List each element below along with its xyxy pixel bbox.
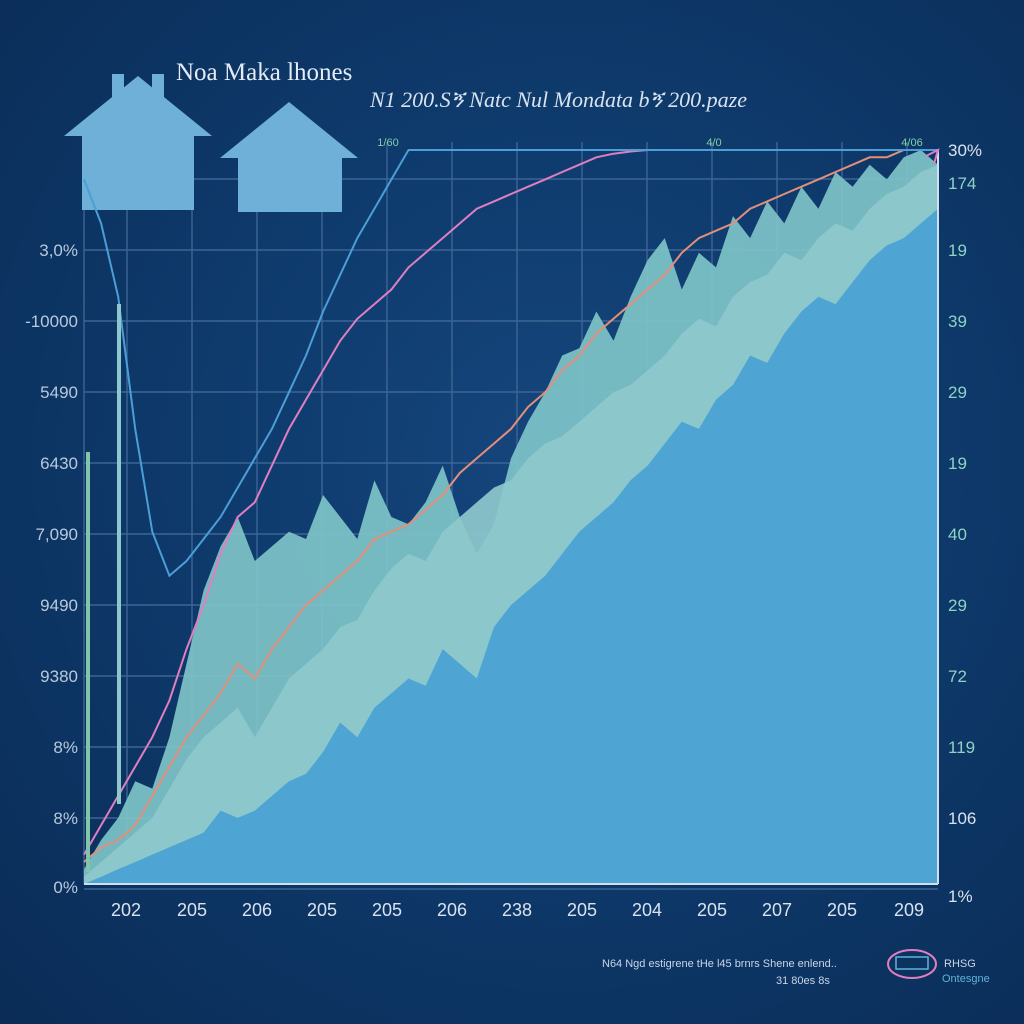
- y-left-tick-label: 7,090: [35, 525, 78, 544]
- line-series-0: [83, 149, 938, 863]
- y-right-tick-label: 40: [948, 525, 967, 544]
- y-left-tick-label: 3,0%: [39, 241, 78, 260]
- x-tick-label: 207: [762, 900, 792, 920]
- y-right-tick-label: 106: [948, 809, 976, 828]
- footnote-line-2: 31 80es 8s: [776, 975, 830, 987]
- top-tick-label: 4/06: [901, 137, 922, 149]
- x-tick-label: 202: [111, 900, 141, 920]
- chart-subtitle: N1 200.Sኝ Natc Nul Mondata bኝ 200.paze: [369, 87, 747, 112]
- x-tick-label: 206: [242, 900, 272, 920]
- line-series: [83, 149, 938, 863]
- x-tick-label: 205: [697, 900, 727, 920]
- area-series: [84, 150, 938, 884]
- x-tick-label: 205: [372, 900, 402, 920]
- x-tick-label: 206: [437, 900, 467, 920]
- x-axis-ticks: 202 205 206 205 205 206 238 205 204 205 207 205 209: [111, 900, 924, 920]
- top-tick-label: 1/60: [377, 137, 398, 149]
- y-right-tick-label: 19: [948, 454, 967, 473]
- area-series-2: [84, 208, 938, 884]
- chart-title: Noa Maka lhones: [176, 59, 352, 86]
- logo-text: RHSG: [944, 958, 976, 970]
- top-axis-ticks: 1/60 4/0 4/06: [377, 137, 922, 149]
- right-axis-arrow: [925, 148, 940, 165]
- x-tick-label: 205: [177, 900, 207, 920]
- y-right-tick-label: 1%: [948, 887, 973, 906]
- x-tick-label: 209: [894, 900, 924, 920]
- y-left-tick-label: 9490: [40, 596, 78, 615]
- y-left-tick-label: 6430: [40, 454, 78, 473]
- y-left-tick-label: 9380: [40, 667, 78, 686]
- top-tick-label: 4/0: [706, 137, 721, 149]
- y-right-tick-label: 174: [948, 174, 976, 193]
- y-right-tick-label: 119: [948, 738, 975, 757]
- y-right-tick-label: 30%: [948, 141, 982, 160]
- x-tick-label: 205: [567, 900, 597, 920]
- house-icon: [220, 102, 358, 212]
- y-right-tick-label: 29: [948, 596, 967, 615]
- x-tick-label: 238: [502, 900, 532, 920]
- logo-subtext: Ontesgne: [942, 973, 990, 985]
- y-left-tick-label: -10000: [25, 312, 78, 331]
- footnote-line-1: N64 Ngd estigrene tHe l45 brnrs Shene en…: [602, 958, 837, 970]
- y-left-tick-label: 0%: [53, 878, 78, 897]
- house-icon: [64, 74, 212, 210]
- logo-icon: [887, 949, 937, 979]
- spike-bar-left: [86, 452, 90, 872]
- x-tick-label: 205: [827, 900, 857, 920]
- y-left-tick-label: 8%: [53, 809, 78, 828]
- y-left-tick-label: 5490: [40, 383, 78, 402]
- x-tick-label: 205: [307, 900, 337, 920]
- y-right-tick-label: 39: [948, 312, 967, 331]
- y-right-tick-label: 29: [948, 383, 967, 402]
- y-right-tick-label: 72: [948, 667, 967, 686]
- y-right-tick-label: 19: [948, 241, 967, 260]
- y-axis-right-ticks: 30% 174 19 39 29 19 40 29 72 119 106 1%: [948, 141, 982, 906]
- y-axis-left-ticks: 3,0% -10000 5490 6430 7,090 9490 9380 8% 8% 0%: [25, 241, 78, 897]
- x-tick-label: 204: [632, 900, 662, 920]
- y-left-tick-label: 8%: [53, 738, 78, 757]
- spike-bar: [117, 304, 121, 804]
- line-series-2: [83, 149, 938, 578]
